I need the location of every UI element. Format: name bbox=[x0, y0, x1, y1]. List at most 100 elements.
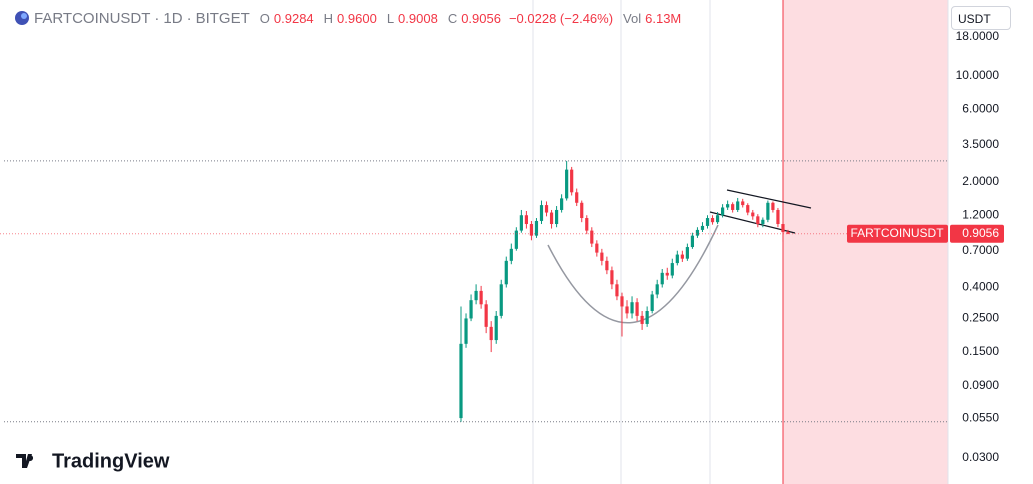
candle-body bbox=[640, 315, 644, 324]
y-tick-label: 3.5000 bbox=[962, 137, 999, 151]
cup-drawing bbox=[547, 224, 719, 324]
channel-line bbox=[726, 189, 812, 209]
candle-body bbox=[615, 284, 619, 297]
candle-body bbox=[675, 254, 679, 264]
price-tag-value: 0.9056 bbox=[962, 226, 999, 240]
channel-line bbox=[709, 211, 796, 234]
candle-body bbox=[655, 284, 659, 295]
logo: TradingView bbox=[16, 450, 170, 472]
ohlc-value: 0.9008 bbox=[398, 10, 438, 26]
candle-body bbox=[605, 260, 609, 271]
candle-body bbox=[776, 209, 780, 225]
logo-text: TradingView bbox=[52, 450, 170, 472]
candle-body bbox=[645, 310, 649, 324]
candle-body bbox=[620, 296, 624, 307]
y-tick-label: 6.0000 bbox=[962, 101, 999, 115]
price-tag-name: FARTCOINUSDT bbox=[850, 226, 944, 240]
candle-body bbox=[539, 205, 544, 221]
candle-body bbox=[665, 272, 669, 276]
candle-body bbox=[580, 202, 584, 219]
candle-body bbox=[771, 202, 775, 210]
ohlc-value: 0.9600 bbox=[337, 10, 377, 26]
logo-icon bbox=[16, 454, 34, 468]
candle-body bbox=[660, 272, 664, 285]
candle-body bbox=[544, 205, 549, 213]
candle-body bbox=[519, 215, 523, 231]
candle-body bbox=[600, 252, 604, 261]
candle-body bbox=[529, 224, 534, 236]
y-tick-label: 0.0900 bbox=[962, 378, 999, 392]
candle-body bbox=[751, 212, 755, 217]
candle-body bbox=[509, 248, 513, 261]
candle-body bbox=[504, 260, 508, 285]
legend-header: FARTCOINUSDT · 1D · BITGET O 0.9284 H 0.9600… bbox=[14, 8, 681, 28]
y-tick-label: 0.4000 bbox=[962, 280, 999, 294]
price-tag-name-bg bbox=[847, 224, 948, 243]
ohlc-key: O bbox=[259, 10, 270, 26]
candle-body bbox=[700, 225, 705, 230]
candle-body bbox=[464, 318, 468, 344]
candle-body bbox=[710, 218, 715, 223]
candle-body bbox=[560, 198, 564, 210]
candle-body bbox=[680, 254, 684, 259]
change: −0.0228 (−2.46%) bbox=[508, 10, 614, 26]
candle-body bbox=[489, 326, 493, 341]
candle-body bbox=[610, 270, 614, 285]
symbol-icon bbox=[15, 11, 29, 25]
y-tick-label: 1.2000 bbox=[962, 207, 999, 221]
ohlc-value: 0.9056 bbox=[461, 10, 501, 26]
candle-body bbox=[459, 343, 463, 419]
candle-body bbox=[625, 306, 629, 314]
currency-button[interactable]: USDT bbox=[951, 6, 1011, 30]
candle-body bbox=[575, 192, 579, 203]
candle-body bbox=[741, 201, 745, 206]
ohlc-key: C bbox=[447, 10, 458, 26]
ohlc-key: H bbox=[323, 10, 334, 26]
y-tick-label: 2.0000 bbox=[962, 174, 999, 188]
candle-body bbox=[650, 294, 654, 311]
candle-body bbox=[469, 300, 473, 319]
candle-body bbox=[585, 218, 589, 231]
y-tick-label: 0.0300 bbox=[962, 450, 999, 464]
candle-body bbox=[781, 224, 785, 233]
candle-body bbox=[756, 216, 760, 225]
candle-body bbox=[549, 212, 554, 225]
candle-body bbox=[766, 202, 770, 220]
candle-body bbox=[695, 229, 700, 236]
y-tick-label: 18.0000 bbox=[956, 29, 1000, 43]
candle-body bbox=[494, 315, 498, 341]
candle-body bbox=[514, 230, 518, 249]
y-tick-label: 0.1500 bbox=[962, 344, 999, 358]
price-tag-bg bbox=[950, 224, 1004, 243]
y-tick-label: 10.0000 bbox=[956, 68, 1000, 82]
candle-body bbox=[705, 218, 710, 226]
ohlc-key: L bbox=[386, 10, 395, 26]
candle-body bbox=[786, 232, 790, 234]
candle-body bbox=[474, 290, 478, 301]
candle-body bbox=[499, 284, 503, 316]
candle-body bbox=[690, 235, 695, 248]
candle-body bbox=[721, 207, 725, 216]
candle-body bbox=[524, 215, 528, 225]
y-tick-label: 0.7000 bbox=[962, 243, 999, 257]
candle-body bbox=[685, 247, 689, 259]
candle-body bbox=[630, 302, 634, 314]
candle-body bbox=[590, 230, 594, 244]
candle-body bbox=[570, 169, 574, 193]
candle-body bbox=[565, 169, 569, 199]
candle-body bbox=[736, 201, 740, 210]
dot: · bbox=[186, 9, 192, 27]
candle-body bbox=[731, 204, 735, 210]
dot: · bbox=[154, 9, 160, 27]
candle-body bbox=[479, 290, 483, 305]
candle-body bbox=[726, 204, 730, 208]
exchange: BITGET bbox=[195, 9, 250, 27]
interval: 1D bbox=[163, 9, 183, 27]
symbol: FARTCOINUSDT bbox=[34, 9, 151, 27]
candle-body bbox=[595, 243, 599, 253]
y-tick-label: 0.2500 bbox=[962, 311, 999, 325]
vol-key: Vol bbox=[623, 10, 642, 26]
candle-body bbox=[746, 205, 750, 213]
